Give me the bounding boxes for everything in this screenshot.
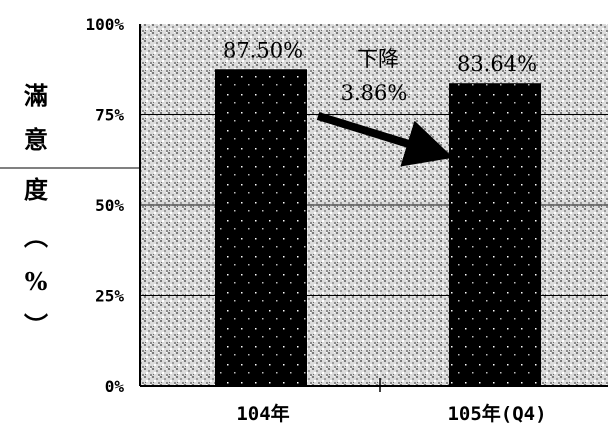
y-tick-labels: 0% 25% 50% 75% 100%	[85, 15, 124, 396]
y-tick-label: 75%	[95, 106, 124, 125]
bars	[215, 69, 541, 386]
y-axis-label-char: ︶	[24, 311, 48, 340]
change-arrow	[316, 112, 454, 167]
data-label: 83.64%	[457, 52, 537, 76]
category-label: 105年(Q4)	[447, 402, 546, 425]
data-label: 87.50%	[223, 38, 303, 62]
y-axis-label: 滿意度 ︵% ︶	[24, 81, 49, 340]
data-labels: 87.50% 83.64%	[223, 38, 537, 76]
y-axis-label-char: ︵	[24, 222, 48, 251]
y-tick-label: 50%	[95, 196, 124, 215]
bar	[215, 69, 307, 386]
y-tick-label: 0%	[105, 377, 125, 396]
y-tick-label: 25%	[95, 287, 124, 306]
y-tick-label: 100%	[85, 15, 124, 34]
y-axis-label-char: 滿	[24, 81, 48, 110]
change-annotation: 下降 3.86%	[316, 47, 454, 167]
y-axis-label-char: %	[25, 267, 48, 296]
category-labels: 104年 105年(Q4)	[236, 402, 546, 425]
annotation-line-1: 下降	[357, 47, 399, 71]
y-axis-label-char: 度	[24, 175, 49, 204]
category-label: 104年	[236, 402, 289, 425]
annotation-line-2: 3.86%	[341, 81, 408, 105]
y-axis-label-char: 意	[24, 125, 48, 154]
bar	[449, 83, 541, 386]
